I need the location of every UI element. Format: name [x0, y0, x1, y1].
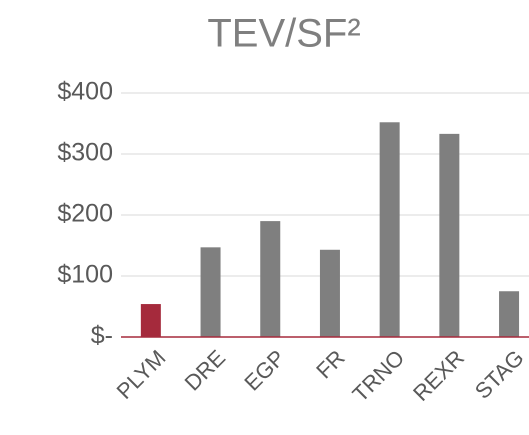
- x-tick-label: PLYM: [112, 345, 171, 404]
- x-tick-label: FR: [311, 345, 349, 383]
- y-tick-label: $-: [91, 322, 113, 350]
- bar: [200, 247, 221, 337]
- x-tick-label: DRE: [180, 345, 231, 396]
- x-tick-label: TRNO: [348, 345, 410, 407]
- bar: [439, 133, 460, 337]
- y-tick-label: $300: [57, 139, 113, 167]
- chart-title: TEV/SF²: [207, 12, 360, 56]
- bar: [260, 221, 281, 337]
- y-tick-label: $400: [57, 78, 113, 106]
- x-tick-label: REXR: [408, 345, 469, 406]
- y-tick-label: $200: [57, 200, 113, 228]
- bar: [140, 304, 161, 337]
- bar: [379, 122, 400, 337]
- bar: [499, 291, 520, 337]
- y-tick-label: $100: [57, 261, 113, 289]
- x-tick-label: STAG: [470, 345, 529, 404]
- bar: [319, 249, 340, 337]
- x-tick-label: EGP: [239, 345, 290, 396]
